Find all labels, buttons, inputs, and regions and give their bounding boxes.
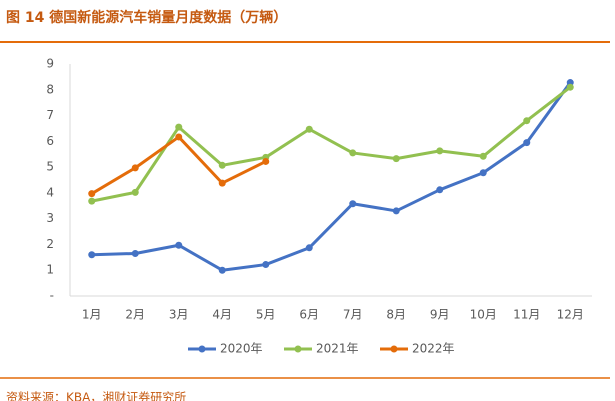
point [218,266,226,274]
y-tick-label: 1 [46,263,54,277]
point [349,149,357,157]
point [392,207,400,215]
point [175,133,183,141]
legend-label: 2022年 [412,342,455,356]
x-tick-label: 3月 [169,308,189,322]
x-tick-label: 11月 [513,308,540,322]
y-tick-label: 6 [46,134,54,148]
x-tick-label: 6月 [299,308,319,322]
point [175,241,183,249]
y-tick-label: 4 [46,185,54,199]
point [262,157,270,165]
point [479,152,487,160]
y-tick-label: 5 [46,160,54,174]
source-note: 资料来源：KBA，湘财证券研究所 [6,390,186,401]
series-line [91,81,572,272]
point [218,179,226,187]
point [392,155,400,163]
legend-label: 2020年 [220,342,263,356]
y-tick-label: 9 [46,57,54,71]
x-tick-label: 5月 [256,308,276,322]
point [523,117,531,125]
x-tick-label: 9月 [430,308,450,322]
point [479,169,487,177]
point [436,186,444,194]
point [88,197,96,205]
point [175,123,183,131]
point [305,125,313,133]
y-tick-label: - [50,289,54,303]
y-tick-label: 7 [46,108,54,122]
point [131,249,139,257]
point [566,83,574,91]
point [262,261,270,269]
point [305,244,313,252]
y-tick-label: 3 [46,211,54,225]
point [88,190,96,198]
point [523,139,531,147]
legend-label: 2021年 [316,342,359,356]
point [436,147,444,155]
x-tick-label: 1月 [82,308,102,322]
point [218,161,226,169]
chart-title: 图 14 德国新能源汽车销量月度数据（万辆） [6,9,287,26]
x-tick-label: 10月 [470,308,497,322]
x-tick-label: 7月 [343,308,363,322]
legend-marker [198,345,206,353]
y-tick-label: 2 [46,237,54,251]
x-tick-label: 2月 [125,308,145,322]
point [131,164,139,172]
x-tick-label: 4月 [212,308,232,322]
y-tick-label: 8 [46,82,54,96]
legend-marker [294,345,302,353]
x-tick-label: 8月 [386,308,406,322]
series-line [90,135,267,195]
point [349,200,357,208]
point [88,251,96,259]
legend-marker [390,345,398,353]
x-tick-label: 12月 [557,308,584,322]
series-line [91,86,572,203]
point [131,188,139,196]
